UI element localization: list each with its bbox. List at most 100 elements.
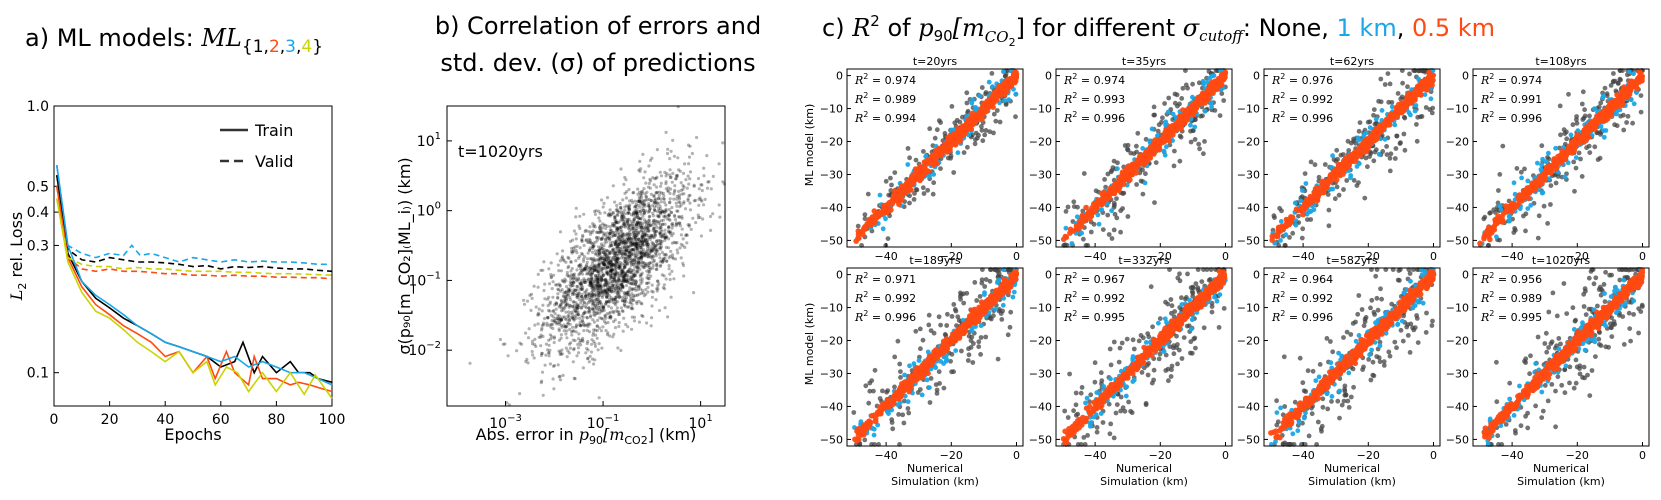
- scatter-point: [596, 230, 600, 234]
- scatter-point: [575, 244, 579, 248]
- scatter-point-none: [1296, 213, 1301, 219]
- scatter-point-none: [989, 71, 995, 76]
- scatter-point: [600, 198, 604, 202]
- scatter-point: [608, 285, 612, 289]
- scatter-point: [623, 175, 627, 180]
- scatter-point: [580, 306, 584, 310]
- scatter-point-05km: [866, 219, 873, 226]
- scatter-point: [657, 207, 661, 211]
- panel-b-frame: [446, 105, 726, 407]
- scatter-point: [536, 311, 541, 315]
- scatter-point: [604, 300, 609, 304]
- scatter-point: [615, 295, 619, 299]
- scatter-point: [522, 302, 527, 306]
- y-tick-label: 100: [417, 201, 441, 220]
- scatter-point: [548, 309, 552, 313]
- scatter-point: [678, 246, 682, 250]
- scatter-point: [616, 236, 620, 240]
- scatter-point: [563, 304, 568, 308]
- scatter-point: [605, 236, 610, 240]
- scatter-point: [524, 331, 528, 335]
- panel-b-annotation: t=1020yrs: [458, 142, 543, 161]
- scatter-point: [601, 325, 605, 329]
- y-tick-label: −50: [820, 234, 843, 247]
- y-tick-label: −10: [1029, 103, 1052, 116]
- scatter-point: [642, 218, 647, 222]
- x-tick-label: 20: [101, 412, 119, 428]
- scatter-point: [608, 208, 612, 212]
- scatter-point: [633, 254, 637, 258]
- scatter-point: [561, 308, 565, 312]
- scatter-point: [643, 232, 647, 237]
- scatter-point: [605, 224, 610, 228]
- scatter-point-none: [1363, 155, 1369, 161]
- y-tick-label: −10: [820, 103, 843, 116]
- scatter-point: [545, 323, 549, 327]
- scatter-point: [627, 289, 631, 293]
- scatter-point: [616, 231, 620, 235]
- scatter-point: [592, 299, 596, 303]
- scatter-point: [624, 196, 629, 200]
- scatter-point: [547, 267, 551, 271]
- scatter-point: [597, 342, 601, 346]
- y-tick-label: 0: [1045, 70, 1052, 83]
- scatter-point-none: [1118, 229, 1123, 235]
- scatter-point: [587, 306, 591, 310]
- scatter-point: [559, 298, 563, 302]
- scatter-point: [614, 247, 618, 251]
- scatter-point: [530, 339, 535, 343]
- scatter-point: [559, 333, 564, 337]
- scatter-point: [650, 295, 655, 299]
- scatter-point: [682, 201, 686, 205]
- scatter-point: [647, 277, 651, 281]
- scatter-point: [572, 318, 576, 322]
- scatter-point: [626, 254, 630, 259]
- scatter-point: [592, 267, 597, 272]
- scatter-point: [640, 191, 644, 195]
- scatter-point-none: [1398, 140, 1403, 146]
- scatter-point-1km: [1006, 97, 1012, 103]
- scatter-point: [569, 281, 574, 285]
- scatter-point: [601, 306, 605, 310]
- scatter-point: [646, 273, 650, 277]
- panel-b-xlabel: Abs. error in p90[mCO2] (km): [476, 425, 697, 447]
- scatter-point: [622, 278, 626, 282]
- scatter-point: [591, 258, 595, 262]
- scatter-point-none: [997, 119, 1003, 125]
- scatter-point: [593, 310, 597, 314]
- scatter-point: [628, 244, 632, 248]
- scatter-point-05km: [1150, 144, 1157, 151]
- scatter-point: [585, 323, 589, 327]
- scatter-point: [657, 308, 662, 313]
- scatter-point: [562, 329, 566, 333]
- scatter-point: [621, 252, 626, 256]
- scatter-point: [636, 270, 640, 274]
- r2-label: R2 = 0.974: [1063, 72, 1125, 87]
- scatter-point-none: [973, 130, 979, 136]
- scatter-point: [617, 324, 621, 329]
- scatter-point: [576, 342, 580, 347]
- scatter-point-none: [1272, 215, 1277, 221]
- scatter-point-none: [1155, 128, 1161, 134]
- scatter-point: [650, 289, 654, 293]
- scatter-point: [578, 246, 582, 250]
- scatter-point: [602, 244, 606, 248]
- scatter-point-1km: [990, 84, 995, 90]
- scatter-point: [663, 306, 667, 310]
- scatter-point: [688, 201, 692, 205]
- series-ml4-train: [56, 198, 333, 399]
- scatter-point: [635, 247, 639, 251]
- scatter-point: [592, 328, 596, 332]
- scatter-point: [585, 316, 590, 320]
- scatter-point-none: [938, 166, 943, 172]
- y-tick-label: 1.0: [27, 99, 49, 115]
- scatter-point: [578, 281, 582, 285]
- scatter-point: [572, 303, 577, 308]
- scatter-point-none: [1299, 194, 1305, 200]
- scatter-point: [639, 252, 644, 256]
- scatter-point: [688, 144, 692, 148]
- scatter-point: [577, 224, 581, 228]
- scatter-point: [709, 228, 713, 232]
- scatter-point-1km: [1190, 94, 1195, 100]
